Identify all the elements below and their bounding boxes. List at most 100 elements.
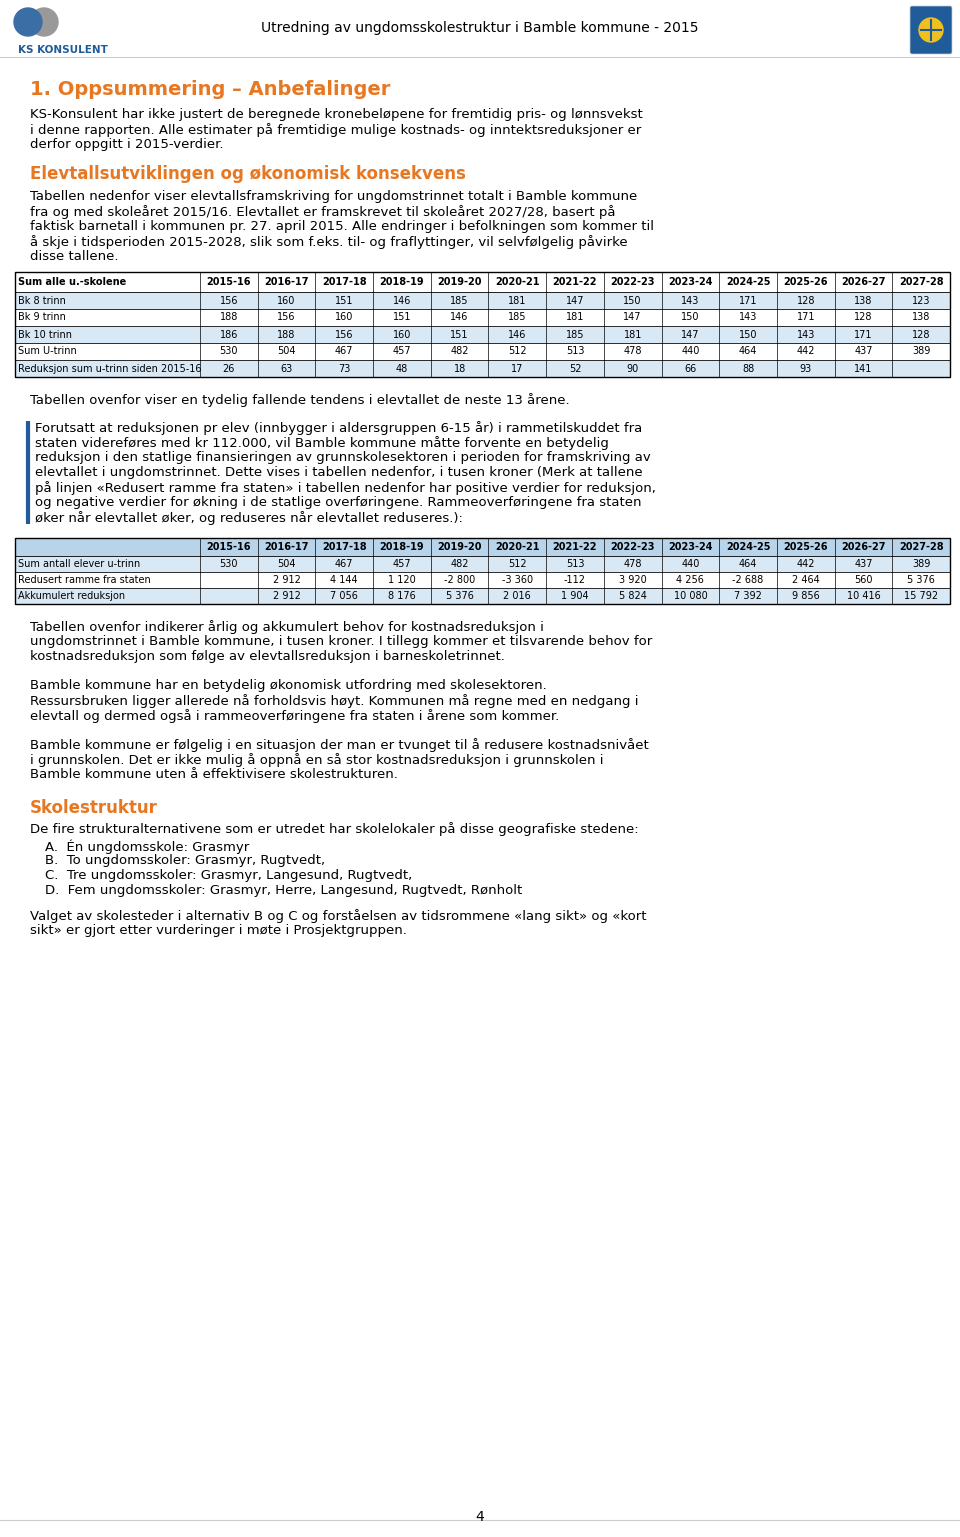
Text: Sum alle u.-skolene: Sum alle u.-skolene xyxy=(18,277,127,287)
Text: 2019-20: 2019-20 xyxy=(438,543,482,552)
Text: 181: 181 xyxy=(623,329,642,340)
Text: 7 392: 7 392 xyxy=(734,592,762,601)
Bar xyxy=(15,343,950,360)
Circle shape xyxy=(14,8,42,35)
Text: 440: 440 xyxy=(682,346,700,357)
Bar xyxy=(15,272,950,377)
Text: 2 016: 2 016 xyxy=(503,592,531,601)
Text: 2023-24: 2023-24 xyxy=(668,543,712,552)
Text: 513: 513 xyxy=(565,559,585,569)
Text: 181: 181 xyxy=(508,295,526,306)
Text: Sum antall elever u-trinn: Sum antall elever u-trinn xyxy=(18,559,140,569)
Bar xyxy=(15,589,950,604)
Text: A.  Én ungdomsskole: Grasmyr: A. Én ungdomsskole: Grasmyr xyxy=(45,839,250,853)
Text: 2018-19: 2018-19 xyxy=(379,543,424,552)
Text: 2021-22: 2021-22 xyxy=(553,543,597,552)
Text: 186: 186 xyxy=(220,329,238,340)
Text: 4: 4 xyxy=(475,1509,485,1525)
Text: elevtallet i ungdomstrinnet. Dette vises i tabellen nedenfor, i tusen kroner (Me: elevtallet i ungdomstrinnet. Dette vises… xyxy=(35,466,642,480)
Text: Bamble kommune har en betydelig økonomisk utfordring med skolesektoren.: Bamble kommune har en betydelig økonomis… xyxy=(30,679,547,692)
Text: 512: 512 xyxy=(508,559,527,569)
Text: fra og med skoleåret 2015/16. Elevtallet er framskrevet til skoleåret 2027/28, b: fra og med skoleåret 2015/16. Elevtallet… xyxy=(30,204,615,218)
Text: 93: 93 xyxy=(800,363,812,373)
Text: 437: 437 xyxy=(854,346,873,357)
Bar xyxy=(15,538,950,556)
Text: 9 856: 9 856 xyxy=(792,592,820,601)
Text: 188: 188 xyxy=(277,329,296,340)
Text: 2027-28: 2027-28 xyxy=(899,543,944,552)
Text: 1 904: 1 904 xyxy=(562,592,588,601)
Text: 151: 151 xyxy=(335,295,353,306)
Text: 138: 138 xyxy=(854,295,873,306)
Text: å skje i tidsperioden 2015-2028, slik som f.eks. til- og fraflyttinger, vil selv: å skje i tidsperioden 2015-2028, slik so… xyxy=(30,235,628,249)
Text: Akkumulert reduksjon: Akkumulert reduksjon xyxy=(18,592,125,601)
Text: 150: 150 xyxy=(682,312,700,323)
Text: kostnadsreduksjon som følge av elevtallsreduksjon i barneskoletrinnet.: kostnadsreduksjon som følge av elevtalls… xyxy=(30,650,505,662)
Text: -2 688: -2 688 xyxy=(732,575,764,586)
Text: 160: 160 xyxy=(393,329,411,340)
Text: -2 800: -2 800 xyxy=(444,575,475,586)
Text: 2023-24: 2023-24 xyxy=(668,277,712,287)
Text: 2024-25: 2024-25 xyxy=(726,277,770,287)
Text: sikt» er gjort etter vurderinger i møte i Prosjektgruppen.: sikt» er gjort etter vurderinger i møte … xyxy=(30,924,407,938)
Text: øker når elevtallet øker, og reduseres når elevtallet reduseres.):: øker når elevtallet øker, og reduseres n… xyxy=(35,510,463,526)
FancyBboxPatch shape xyxy=(910,6,952,54)
Text: De fire strukturalternativene som er utredet har skolelokaler på disse geografis: De fire strukturalternativene som er utr… xyxy=(30,822,638,836)
Text: 2026-27: 2026-27 xyxy=(841,543,886,552)
Text: Bk 10 trinn: Bk 10 trinn xyxy=(18,329,72,340)
Text: Bamble kommune uten å effektivisere skolestrukturen.: Bamble kommune uten å effektivisere skol… xyxy=(30,768,397,781)
Text: Sum U-trinn: Sum U-trinn xyxy=(18,346,77,357)
Text: 5 824: 5 824 xyxy=(619,592,647,601)
Text: 8 176: 8 176 xyxy=(388,592,416,601)
Text: på linjen «Redusert ramme fra staten» i tabellen nedenfor har positive verdier f: på linjen «Redusert ramme fra staten» i … xyxy=(35,481,656,495)
Text: 128: 128 xyxy=(854,312,873,323)
Text: 147: 147 xyxy=(682,329,700,340)
Bar xyxy=(15,538,950,604)
Text: 440: 440 xyxy=(682,559,700,569)
Text: 181: 181 xyxy=(565,312,585,323)
Text: 457: 457 xyxy=(393,559,411,569)
Text: 464: 464 xyxy=(739,346,757,357)
Bar xyxy=(15,360,950,377)
Text: 48: 48 xyxy=(396,363,408,373)
Text: 160: 160 xyxy=(277,295,296,306)
Text: -3 360: -3 360 xyxy=(502,575,533,586)
Text: 10 080: 10 080 xyxy=(674,592,708,601)
Text: 2024-25: 2024-25 xyxy=(726,543,770,552)
Text: 2020-21: 2020-21 xyxy=(495,277,540,287)
Circle shape xyxy=(30,8,58,35)
Text: 143: 143 xyxy=(739,312,757,323)
Text: 2 464: 2 464 xyxy=(792,575,820,586)
Text: 185: 185 xyxy=(450,295,468,306)
Text: 2025-26: 2025-26 xyxy=(783,543,828,552)
Text: derfor oppgitt i 2015-verdier.: derfor oppgitt i 2015-verdier. xyxy=(30,138,224,151)
Text: 10 416: 10 416 xyxy=(847,592,880,601)
Text: staten videreføres med kr 112.000, vil Bamble kommune måtte forvente en betydeli: staten videreføres med kr 112.000, vil B… xyxy=(35,437,609,450)
Text: 151: 151 xyxy=(450,329,468,340)
Text: 2 912: 2 912 xyxy=(273,575,300,586)
Text: 2 912: 2 912 xyxy=(273,592,300,601)
Text: KS KONSULENT: KS KONSULENT xyxy=(18,45,108,55)
Text: 18: 18 xyxy=(453,363,466,373)
Text: 2015-16: 2015-16 xyxy=(206,277,252,287)
Bar xyxy=(15,326,950,343)
Bar xyxy=(15,292,950,309)
Text: 1. Oppsummering – Anbefalinger: 1. Oppsummering – Anbefalinger xyxy=(30,80,391,98)
Text: 171: 171 xyxy=(854,329,873,340)
Text: Tabellen nedenfor viser elevtallsframskriving for ungdomstrinnet totalt i Bamble: Tabellen nedenfor viser elevtallsframskr… xyxy=(30,191,637,203)
Text: 389: 389 xyxy=(912,346,930,357)
Text: 156: 156 xyxy=(277,312,296,323)
Text: 482: 482 xyxy=(450,346,468,357)
Text: 156: 156 xyxy=(220,295,238,306)
Text: 128: 128 xyxy=(912,329,930,340)
Text: 171: 171 xyxy=(739,295,757,306)
Text: 442: 442 xyxy=(797,346,815,357)
Text: ungdomstrinnet i Bamble kommune, i tusen kroner. I tillegg kommer et tilsvarende: ungdomstrinnet i Bamble kommune, i tusen… xyxy=(30,635,652,649)
Text: 560: 560 xyxy=(854,575,873,586)
Text: 478: 478 xyxy=(623,346,642,357)
Text: Skolestruktur: Skolestruktur xyxy=(30,799,157,818)
Text: 4 256: 4 256 xyxy=(677,575,705,586)
Text: Redusert ramme fra staten: Redusert ramme fra staten xyxy=(18,575,151,586)
Text: 2019-20: 2019-20 xyxy=(438,277,482,287)
Text: 5 376: 5 376 xyxy=(907,575,935,586)
